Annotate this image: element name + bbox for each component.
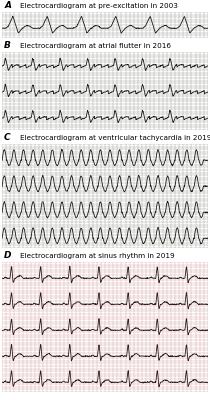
- Text: Electrocardiogram at sinus rhythm in 2019: Electrocardiogram at sinus rhythm in 201…: [20, 253, 174, 259]
- Text: Electrocardiogram at atrial flutter in 2016: Electrocardiogram at atrial flutter in 2…: [20, 43, 171, 49]
- Text: Electrocardiogram at ventricular tachycardia in 2019: Electrocardiogram at ventricular tachyca…: [20, 135, 210, 141]
- Text: A: A: [4, 2, 11, 10]
- Text: C: C: [4, 134, 11, 142]
- Text: B: B: [4, 42, 11, 50]
- Text: D: D: [4, 252, 12, 260]
- Text: Electrocardiogram at pre-excitation in 2003: Electrocardiogram at pre-excitation in 2…: [20, 3, 177, 9]
